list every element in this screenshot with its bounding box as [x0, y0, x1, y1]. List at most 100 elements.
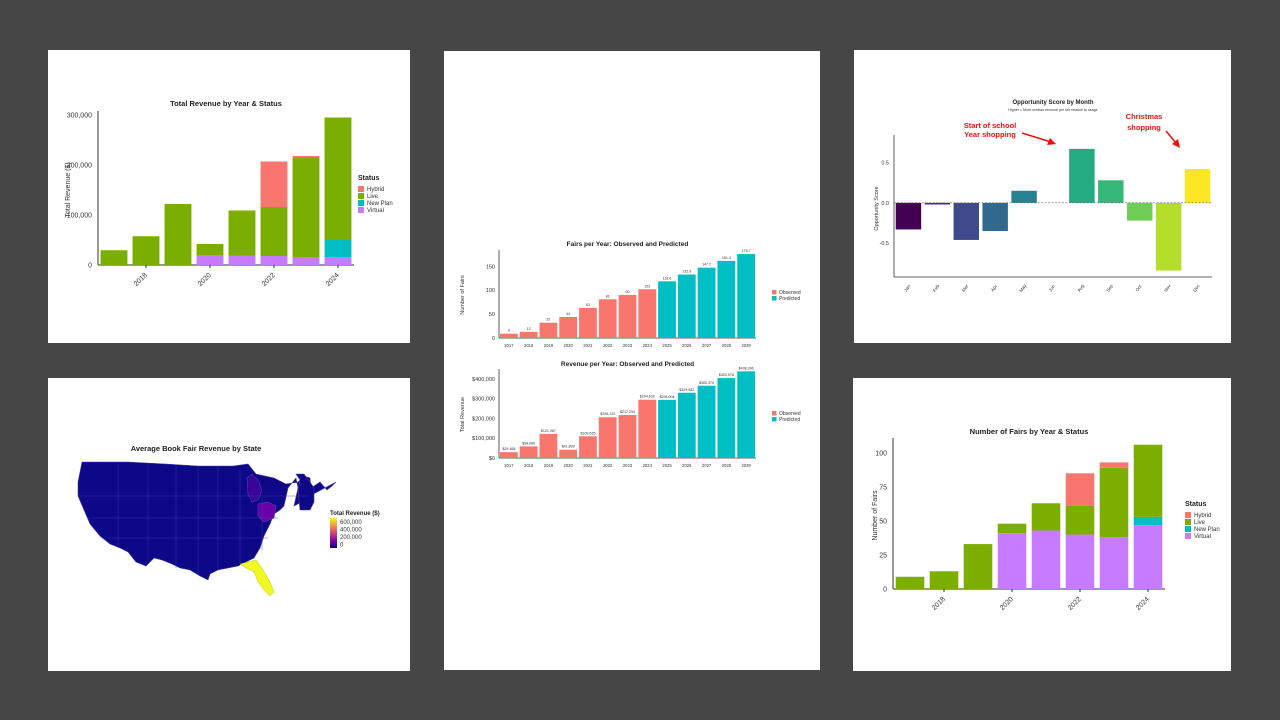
- data-label: 102: [644, 284, 650, 288]
- panel-observed-predicted: Fairs per Year: Observed and Predicted Nu…: [444, 51, 820, 670]
- bar-month-oct: [1127, 202, 1153, 221]
- x-tick-label: 2023: [623, 463, 633, 468]
- x-tick-label: 2022: [603, 463, 613, 468]
- annotation-school-line2: Year shopping: [964, 130, 1016, 139]
- legend-label: Predicted: [779, 296, 800, 302]
- bar-virtual-2020: [196, 255, 224, 265]
- legend-swatch-observed: [772, 290, 777, 295]
- bar-live-2019: [963, 544, 993, 589]
- legend-label: Live: [367, 194, 379, 200]
- x-tick-label: May: [1018, 283, 1027, 293]
- y-tick-label: $400,000: [472, 377, 495, 383]
- bar-virtual-2023: [1099, 537, 1129, 589]
- x-tick-label: 2024: [1135, 596, 1151, 612]
- y-tick-label: 0.5: [881, 161, 889, 167]
- legend-title: Total Revenue ($): [330, 511, 380, 517]
- x-tick-label: 2017: [504, 463, 514, 468]
- data-label: 32: [546, 318, 550, 322]
- x-tick-label: 2019: [544, 463, 554, 468]
- bar-observed-2021: [579, 436, 597, 458]
- legend-swatch-live: [358, 193, 364, 199]
- data-label: 9: [508, 329, 510, 333]
- bar-live-2023: [1099, 467, 1129, 538]
- chart-subtitle: Higher = More median revenue per fair re…: [1008, 108, 1097, 112]
- x-tick-label: 2023: [623, 343, 633, 348]
- y-tick-label: 300,000: [67, 113, 92, 120]
- bar-month-may: [1011, 190, 1037, 203]
- bar-virtual-2024: [324, 257, 352, 265]
- x-tick-label: Jun: [1048, 283, 1057, 292]
- legend-label: Virtual: [367, 208, 384, 214]
- data-label: 161.4: [722, 256, 731, 260]
- bar-observed-2017: [499, 452, 518, 458]
- x-tick-label: 2021: [583, 463, 593, 468]
- data-label: 147.2: [702, 263, 711, 267]
- data-label: 118.6: [663, 276, 672, 280]
- x-tick-label: 2024: [643, 343, 653, 348]
- x-tick-label: 2020: [197, 272, 213, 288]
- y-tick-label: 25: [879, 552, 887, 559]
- bar-virtual-2020: [997, 533, 1027, 589]
- x-tick-label: 2027: [702, 343, 712, 348]
- data-label: $294,632: [640, 395, 655, 399]
- bar-observed-2021: [579, 307, 597, 338]
- x-tick-label: 2018: [524, 343, 534, 348]
- bar-predicted-2029: [737, 254, 756, 338]
- y-tick-label: $300,000: [472, 397, 495, 403]
- x-tick-label: 2019: [544, 343, 554, 348]
- y-tick-label: 0: [88, 263, 92, 270]
- bar-live-2017: [100, 250, 128, 265]
- x-tick-label: 2024: [325, 272, 341, 288]
- legend-swatch-observed: [772, 411, 777, 416]
- data-label: $217,294: [620, 410, 635, 414]
- legend-tick-label: 400,000: [340, 528, 362, 534]
- x-tick-label: 2020: [564, 343, 574, 348]
- bar-new-plan-2024: [324, 240, 352, 257]
- bar-observed-2023: [618, 295, 637, 338]
- data-label: $29,468: [502, 447, 515, 451]
- legend-label: Hybrid: [367, 187, 384, 193]
- legend-title: Status: [1185, 501, 1207, 508]
- y-tick-label: $200,000: [472, 416, 495, 422]
- bar-observed-2024: [638, 289, 657, 338]
- x-tick-label: 2017: [504, 343, 514, 348]
- legend-swatch-predicted: [772, 296, 777, 301]
- annotation-christmas: Christmas: [1126, 112, 1163, 121]
- x-tick-label: Apr: [990, 283, 998, 292]
- chart-opportunity-score: Opportunity Score by Month Higher = More …: [874, 100, 1212, 293]
- x-tick-label: 2025: [662, 343, 672, 348]
- legend-swatch-new-plan: [1185, 526, 1191, 532]
- y-tick-label: 0: [883, 587, 887, 594]
- bar-predicted-2029: [737, 371, 756, 458]
- y-tick-label: 200,000: [67, 163, 92, 170]
- x-tick-label: 2024: [643, 463, 653, 468]
- data-label: 132.9: [682, 270, 691, 274]
- bar-hybrid-2022: [1065, 473, 1095, 506]
- panel-opportunity-score: Opportunity Score by Month Higher = More …: [854, 50, 1231, 343]
- bar-live-2018: [132, 236, 160, 265]
- legend-label: Hybrid: [1194, 513, 1211, 519]
- data-label: 90: [626, 290, 630, 294]
- bar-month-apr: [982, 202, 1008, 232]
- bar-observed-2022: [598, 417, 617, 458]
- data-label: $294,004: [660, 395, 675, 399]
- x-tick-label: 2020: [564, 463, 574, 468]
- x-tick-label: 2027: [702, 463, 712, 468]
- y-tick-label: 0.0: [881, 201, 889, 207]
- bar-live-2020: [196, 244, 224, 255]
- legend-swatch-virtual: [358, 207, 364, 213]
- legend-label: Observed: [779, 290, 801, 296]
- data-label: $403,978: [719, 373, 734, 377]
- bar-month-nov: [1155, 202, 1182, 271]
- chart-title: Revenue per Year: Observed and Predicted: [561, 361, 694, 368]
- legend-swatch-new-plan: [358, 200, 364, 206]
- x-tick-label: 2029: [741, 463, 751, 468]
- bar-observed-2019: [539, 433, 558, 458]
- bar-observed-2020: [559, 316, 578, 338]
- chart-title: Total Revenue by Year & Status: [170, 99, 282, 108]
- data-label: $58,666: [522, 441, 535, 445]
- bar-predicted-2027: [697, 385, 716, 458]
- x-tick-label: 2026: [682, 343, 692, 348]
- bar-virtual-2023: [292, 257, 320, 265]
- data-label: $41,899: [562, 445, 575, 449]
